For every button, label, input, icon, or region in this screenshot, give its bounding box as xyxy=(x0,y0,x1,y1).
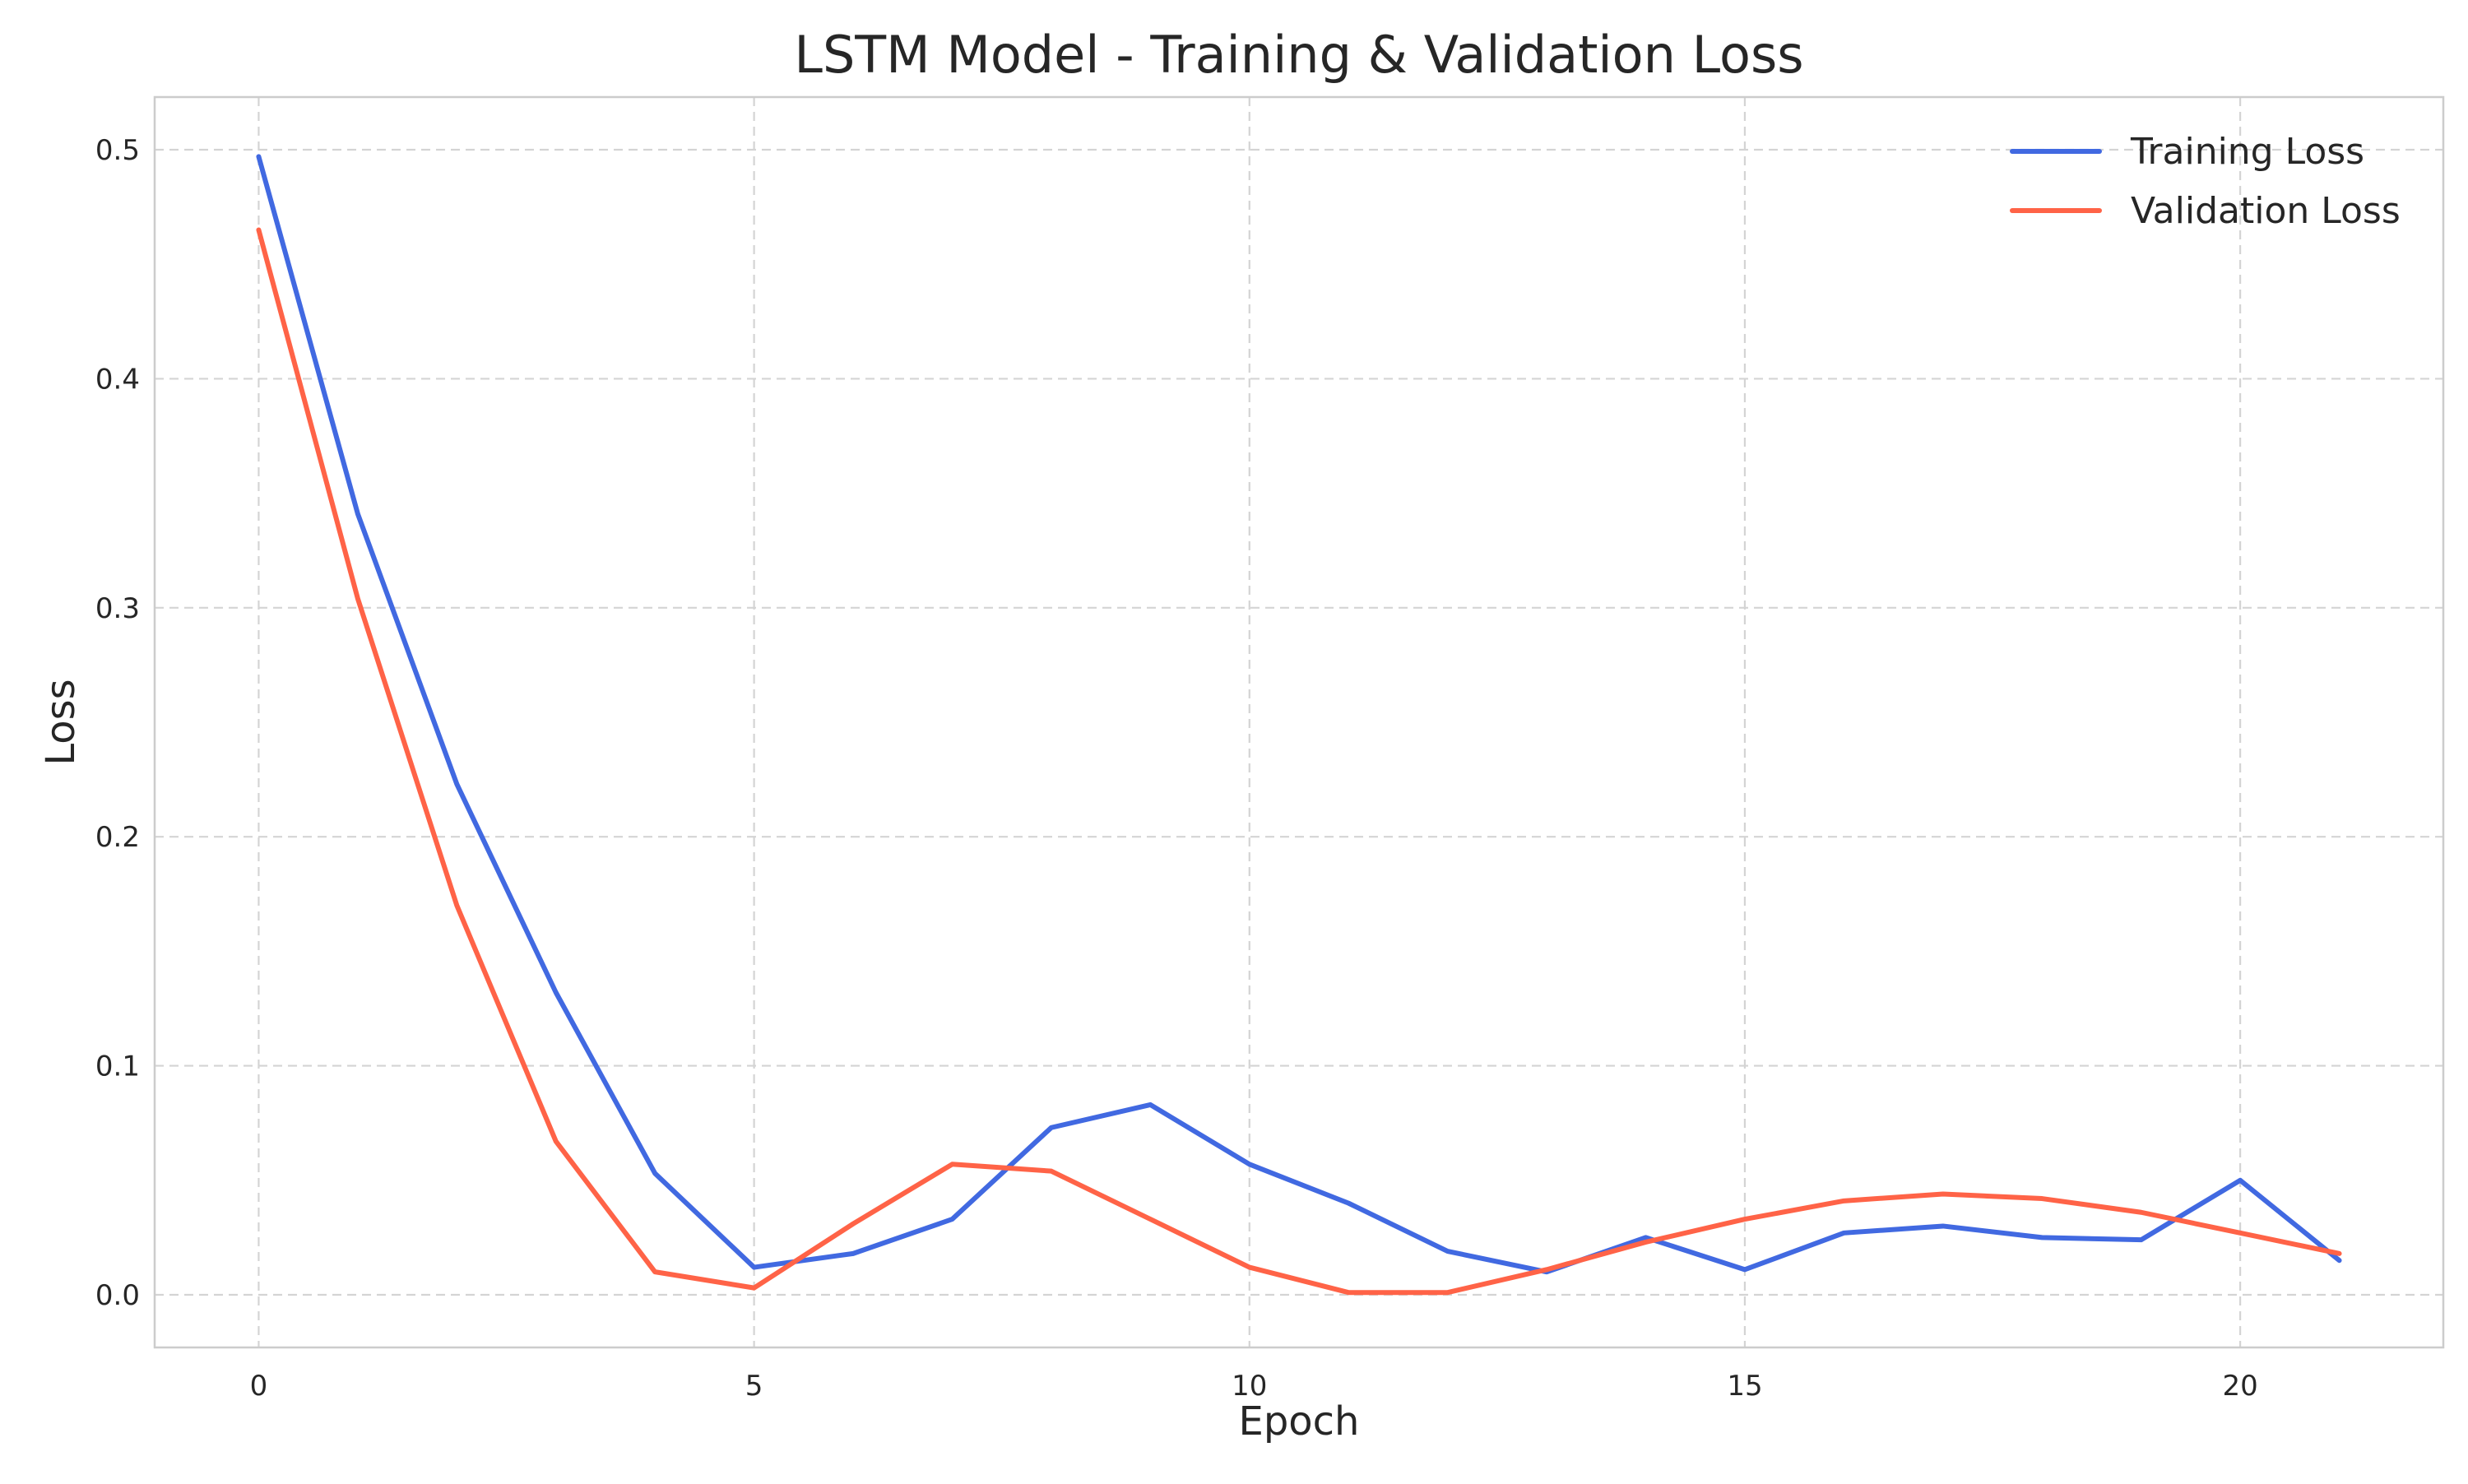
legend-label: Training Loss xyxy=(2130,131,2364,173)
x-tick-label: 0 xyxy=(250,1370,268,1403)
legend-label: Validation Loss xyxy=(2131,190,2401,232)
x-tick-label: 15 xyxy=(1727,1370,1762,1403)
y-tick-label: 0.3 xyxy=(95,592,140,625)
x-tick-label: 10 xyxy=(1232,1370,1267,1403)
y-tick-label: 0.1 xyxy=(95,1050,140,1083)
y-tick-label: 0.4 xyxy=(95,363,140,396)
chart-title: LSTM Model - Training & Validation Loss xyxy=(794,25,1803,85)
x-axis-title: Epoch xyxy=(1239,1398,1360,1445)
y-tick-label: 0.5 xyxy=(95,134,140,167)
x-tick-label: 5 xyxy=(745,1370,763,1403)
x-tick-label: 20 xyxy=(2222,1370,2257,1403)
y-axis-title: Loss xyxy=(38,679,84,765)
y-tick-label: 0.0 xyxy=(95,1279,140,1312)
y-tick-label: 0.2 xyxy=(95,821,140,854)
